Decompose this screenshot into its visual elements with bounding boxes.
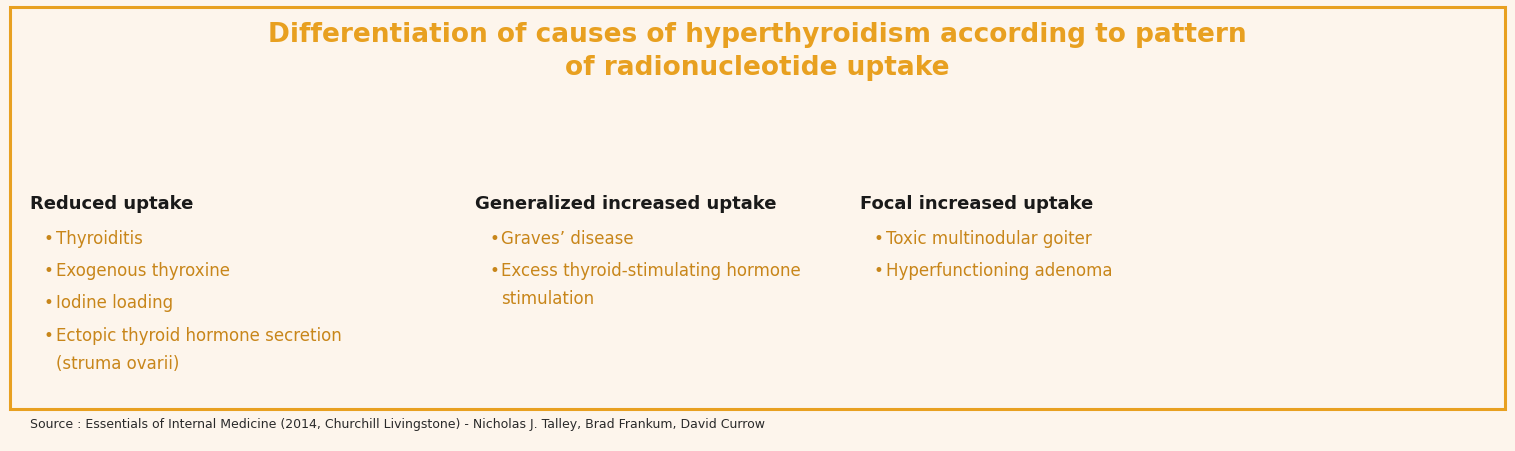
- Text: •: •: [44, 230, 55, 248]
- Text: Source : Essentials of Internal Medicine (2014, Churchill Livingstone) - Nichola: Source : Essentials of Internal Medicine…: [30, 417, 765, 430]
- Text: •: •: [44, 262, 55, 280]
- Text: Excess thyroid-stimulating hormone: Excess thyroid-stimulating hormone: [501, 262, 801, 280]
- Text: •: •: [44, 326, 55, 344]
- Text: Iodine loading: Iodine loading: [56, 294, 173, 312]
- Text: Toxic multinodular goiter: Toxic multinodular goiter: [886, 230, 1092, 248]
- Text: Exogenous thyroxine: Exogenous thyroxine: [56, 262, 230, 280]
- Text: Differentiation of causes of hyperthyroidism according to pattern
of radionucleo: Differentiation of causes of hyperthyroi…: [268, 22, 1247, 81]
- Text: •: •: [874, 262, 883, 280]
- Text: •: •: [44, 294, 55, 312]
- Text: •: •: [489, 230, 498, 248]
- Text: Graves’ disease: Graves’ disease: [501, 230, 633, 248]
- Text: Generalized increased uptake: Generalized increased uptake: [476, 194, 777, 212]
- Text: Hyperfunctioning adenoma: Hyperfunctioning adenoma: [886, 262, 1112, 280]
- Text: Ectopic thyroid hormone secretion: Ectopic thyroid hormone secretion: [56, 326, 342, 344]
- Text: Thyroiditis: Thyroiditis: [56, 230, 142, 248]
- Text: stimulation: stimulation: [501, 290, 594, 308]
- Text: •: •: [489, 262, 498, 280]
- Text: (struma ovarii): (struma ovarii): [56, 354, 179, 372]
- Text: Focal increased uptake: Focal increased uptake: [861, 194, 1094, 212]
- Text: Reduced uptake: Reduced uptake: [30, 194, 194, 212]
- FancyBboxPatch shape: [11, 8, 1504, 409]
- Text: •: •: [874, 230, 883, 248]
